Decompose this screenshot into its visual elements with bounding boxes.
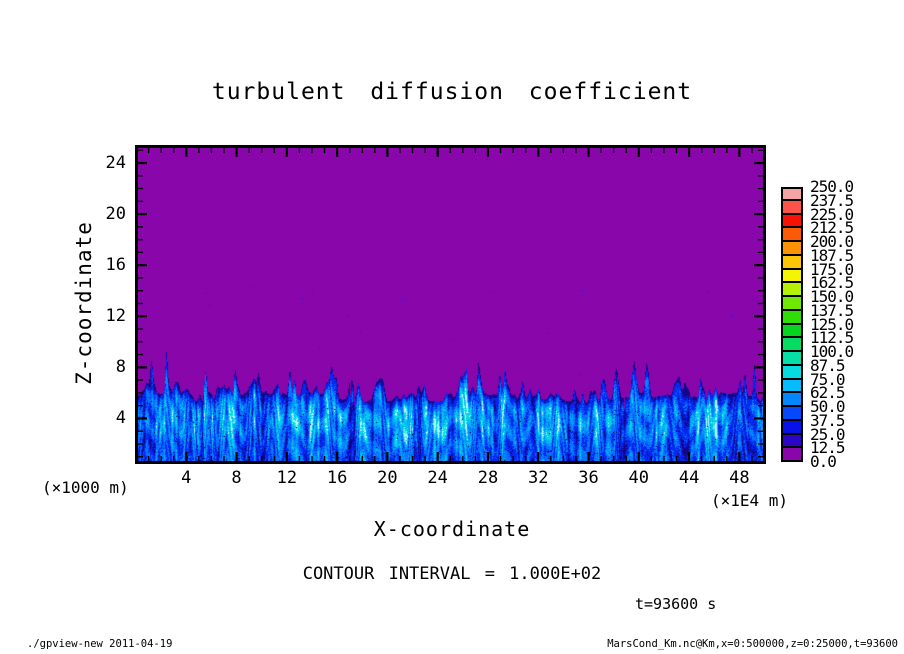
contour-field-canvas [136,146,764,462]
colorbar-tick-label: 87.5 [810,355,846,375]
colorbar-tick-label: 50.0 [810,397,846,416]
colorbar-tick-label: 150.0 [810,287,854,306]
z-axis-unit: (×1000 m) [42,478,129,497]
footer-data-source: MarsCond_Km.nc@Km,x=0:500000,z=0:25000,t… [607,638,898,650]
colorbar-segment [781,379,803,394]
x-tick-label: 4 [181,468,192,488]
colorbar-segment [781,310,803,325]
colorbar-segment [781,255,803,270]
x-tick-label: 32 [527,468,549,488]
x-tick-label: 8 [231,468,242,488]
colorbar-segment [781,187,803,201]
colorbar-segment [781,283,803,297]
footer-command-line: ./gpview-new 2011-04-19 [27,638,173,650]
colorbar-tick-label: 237.5 [810,190,854,210]
colorbar-tick-label: 250.0 [810,177,854,196]
x-tick-label: 28 [477,468,499,488]
colorbar-segment [781,365,803,380]
colorbar-segment [781,352,803,366]
colorbar-segment [781,324,803,339]
colorbar-segment [781,420,803,435]
colorbar-tick-label: 137.5 [810,300,854,320]
colorbar-segment [781,434,803,449]
x-tick-label: 12 [276,468,298,488]
colorbar-tick-label: 225.0 [810,204,854,224]
x-tick-label: 48 [729,468,750,488]
x-tick-label: 36 [578,468,599,488]
time-annotation: t=93600 s [635,595,717,613]
colorbar-tick-label: 112.5 [810,328,854,348]
colorbar-segment [781,338,803,352]
colorbar-tick-label: 212.5 [810,218,854,238]
z-tick-label: 16 [105,255,126,276]
colorbar-segment [781,214,803,229]
colorbar [781,187,803,462]
colorbar-tick-label: 200.0 [810,232,854,251]
colorbar-segment [781,200,803,215]
colorbar-tick-label: 62.5 [810,383,846,403]
x-tick-label: 16 [326,468,348,488]
z-tick-label: 8 [115,357,126,378]
z-tick-label: 4 [115,408,126,429]
chart-title: turbulent diffusion coefficient [211,79,693,105]
x-axis-label: X-coordinate [373,517,531,541]
colorbar-tick-label: 37.5 [810,410,846,430]
colorbar-segment [781,242,803,256]
colorbar-tick-label: 25.0 [810,424,846,444]
colorbar-tick-label: 175.0 [810,259,854,279]
x-tick-label: 40 [628,468,650,488]
colorbar-segment [781,393,803,407]
x-tick-label: 44 [678,468,700,488]
colorbar-segment [781,269,803,284]
colorbar-tick-label: 125.0 [810,314,854,334]
z-tick-label: 12 [105,306,126,327]
colorbar-segment [781,407,803,421]
colorbar-segment [781,448,803,462]
colorbar-tick-label: 162.5 [810,273,854,293]
colorbar-segment [781,228,803,242]
x-tick-label: 20 [377,468,398,488]
colorbar-tick-label: 12.5 [810,438,846,458]
colorbar-tick-label: 100.0 [810,342,854,361]
z-tick-label: 24 [105,153,126,174]
colorbar-tick-label: 187.5 [810,245,854,265]
colorbar-segment [781,297,803,311]
x-tick-label: 24 [427,468,448,488]
colorbar-tick-label: 75.0 [810,369,846,389]
plot-frame [135,145,766,464]
x-axis-unit: (×1E4 m) [710,491,788,510]
z-tick-label: 20 [105,204,126,225]
contour-interval-note: CONTOUR INTERVAL = 1.000E+02 [302,564,602,584]
colorbar-tick-label: 0.0 [810,452,837,471]
